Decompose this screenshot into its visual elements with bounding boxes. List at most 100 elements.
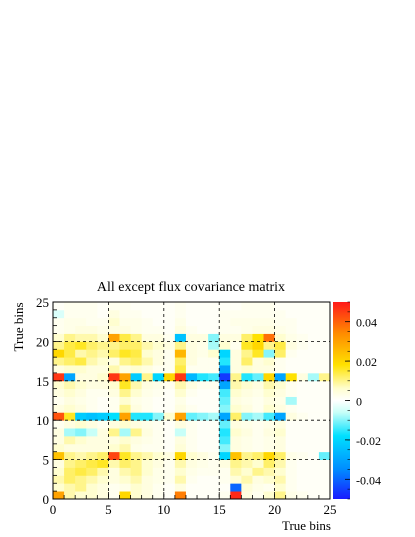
heatmap-cell (318, 325, 331, 334)
heatmap-cell (86, 372, 98, 382)
heatmap-cell (163, 420, 176, 429)
heatmap-cell (108, 428, 120, 437)
heatmap-cell (197, 372, 209, 382)
heatmap-cell (307, 365, 320, 374)
heatmap-cell (219, 412, 231, 421)
heatmap-cell (130, 388, 143, 397)
heatmap-cell (75, 372, 87, 382)
heatmap-cell (307, 309, 320, 319)
heatmap-cell (274, 388, 287, 397)
heatmap-cell (141, 412, 154, 421)
heatmap-cell (108, 302, 120, 311)
heatmap-cell (307, 412, 320, 421)
heatmap-cell (252, 491, 264, 500)
heatmap-cell (75, 467, 87, 476)
heatmap-cell (208, 483, 220, 492)
heatmap-cell (163, 380, 176, 390)
heatmap-cell (130, 302, 143, 311)
heatmap-cell (285, 412, 298, 421)
heatmap-cell (252, 388, 264, 397)
heatmap-cell (307, 483, 320, 492)
heatmap-cell (197, 341, 209, 350)
heatmap-cell (208, 349, 220, 358)
heatmap-cell (185, 475, 198, 484)
heatmap-cell (119, 443, 131, 453)
heatmap-cell (53, 388, 65, 397)
heatmap-cell (163, 372, 176, 382)
heatmap-cell (241, 491, 253, 500)
heatmap-cell (263, 349, 275, 358)
heatmap-cell (53, 333, 65, 342)
heatmap-cell (75, 365, 87, 374)
heatmap-cell (174, 491, 187, 500)
heatmap-cell (252, 357, 264, 366)
heatmap-cell (108, 380, 120, 390)
heatmap-cell (64, 443, 76, 453)
heatmap-cell (119, 404, 131, 413)
heatmap-cell (108, 357, 120, 366)
heatmap-cell (296, 388, 309, 397)
heatmap-cell (185, 333, 198, 342)
heatmap-cell (53, 475, 65, 484)
heatmap-cell (97, 435, 109, 445)
heatmap-cell (163, 435, 176, 445)
heatmap-cell (86, 325, 98, 334)
heatmap-cell (285, 475, 298, 484)
heatmap-cell (219, 491, 231, 500)
heatmap-cell (185, 349, 198, 358)
heatmap-cell (285, 349, 298, 358)
heatmap-cell (75, 435, 87, 445)
heatmap-cell (64, 396, 76, 405)
heatmap-cell (53, 349, 65, 358)
heatmap-cell (274, 475, 287, 484)
heatmap-cell (163, 483, 176, 492)
heatmap-cell (152, 420, 165, 429)
heatmap-cell (197, 317, 209, 327)
heatmap-cell (230, 333, 242, 342)
heatmap-cell (274, 412, 287, 421)
heatmap-cell (141, 396, 154, 405)
heatmap-cell (197, 302, 209, 311)
heatmap-cell (252, 380, 264, 390)
heatmap-cell (64, 388, 76, 397)
heatmap-cell (296, 357, 309, 366)
heatmap-cell (108, 459, 120, 468)
heatmap-cell (208, 420, 220, 429)
heatmap-cell (130, 435, 143, 445)
heatmap-cell (318, 467, 331, 476)
heatmap-cell (296, 443, 309, 453)
heatmap-cell (307, 396, 320, 405)
heatmap-cell (152, 341, 165, 350)
heatmap-cell (75, 420, 87, 429)
heatmap-cell (141, 443, 154, 453)
heatmap-cell (97, 420, 109, 429)
heatmap-cell (263, 459, 275, 468)
heatmap-cell (53, 302, 65, 311)
heatmap-cell (108, 475, 120, 484)
heatmap-cell (152, 451, 165, 460)
heatmap-cell (108, 325, 120, 334)
heatmap-cell (241, 388, 253, 397)
heatmap-cell (75, 317, 87, 327)
heatmap-cell (97, 357, 109, 366)
heatmap-cell (230, 435, 242, 445)
heatmap-cell (97, 459, 109, 468)
heatmap-cell (152, 357, 165, 366)
heatmap-cell (296, 491, 309, 500)
heatmap-cell (119, 365, 131, 374)
heatmap-cell (86, 302, 98, 311)
heatmap-cell (163, 467, 176, 476)
heatmap-cell (252, 435, 264, 445)
heatmap-cell (152, 309, 165, 319)
heatmap-cell (141, 380, 154, 390)
heatmap-cell (219, 325, 231, 334)
heatmap-cell (174, 341, 187, 350)
heatmap-cell (230, 443, 242, 453)
heatmap-cell (86, 420, 98, 429)
heatmap-cell (208, 317, 220, 327)
heatmap-cell (219, 349, 231, 358)
heatmap-cell (252, 372, 264, 382)
heatmap-cell (86, 349, 98, 358)
heatmap-cell (185, 325, 198, 334)
